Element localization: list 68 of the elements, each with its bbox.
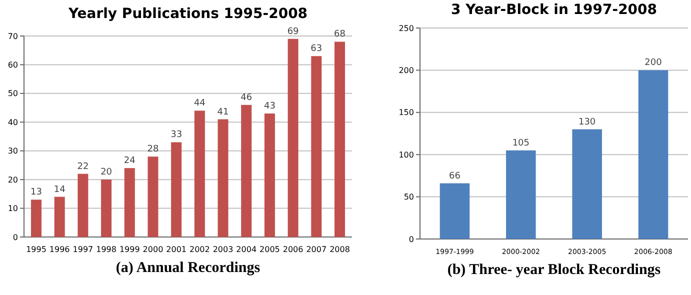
y-tick-label: 10	[8, 204, 18, 214]
data-label: 22	[77, 162, 89, 172]
x-tick-label: 2004	[236, 245, 257, 254]
y-tick-label: 0	[12, 232, 18, 242]
data-label: 43	[264, 102, 276, 112]
text: (a) Annual Recordings	[116, 260, 260, 276]
data-label: 130	[578, 117, 596, 128]
data-label: 14	[54, 184, 66, 195]
data-label: 69	[287, 26, 300, 37]
y-tick-label: 60	[8, 60, 18, 70]
chart-title: 3 Year-Block in 1997-2008	[450, 2, 658, 18]
data-label: 46	[240, 92, 252, 103]
data-label: 68	[334, 30, 346, 40]
y-tick-label: 70	[8, 32, 18, 41]
bar	[638, 70, 668, 239]
bar	[54, 196, 65, 237]
bar	[171, 142, 182, 237]
data-label: 13	[30, 188, 42, 198]
y-tick-label: 50	[404, 192, 414, 202]
y-tick-label: 30	[8, 146, 18, 156]
y-tick-label: 50	[8, 89, 18, 98]
y-tick-label: 100	[398, 150, 414, 160]
data-label: 33	[170, 130, 182, 140]
x-tick-label: 1995	[26, 245, 46, 254]
x-tick-label: 1997	[72, 245, 94, 254]
x-tick-label: 2007	[306, 245, 327, 254]
x-tick-label: 2002	[189, 245, 210, 254]
bar	[148, 156, 158, 237]
x-tick-label: 2005	[260, 245, 280, 254]
data-label: 41	[217, 107, 229, 118]
bar	[506, 150, 536, 239]
bar	[31, 200, 42, 237]
bar	[78, 174, 88, 237]
data-label: 66	[449, 171, 461, 182]
y-tick-label: 0	[408, 234, 414, 244]
bar	[264, 114, 275, 237]
data-label: 105	[512, 138, 530, 148]
data-label: 20	[100, 168, 112, 178]
data-label: 24	[124, 156, 136, 166]
data-label: 44	[194, 98, 206, 109]
y-tick-label: 200	[398, 66, 414, 75]
chart-title: Yearly Publications 1995-2008	[67, 6, 308, 22]
bar	[311, 56, 322, 237]
data-label: 63	[310, 44, 322, 54]
bar	[572, 129, 602, 239]
x-tick-label: 1998	[96, 245, 116, 254]
bar	[194, 110, 205, 237]
y-tick-label: 20	[8, 175, 18, 184]
x-tick-label: 2000	[142, 245, 164, 254]
bar	[101, 180, 112, 237]
x-tick-label: 2001	[166, 245, 187, 254]
bar	[334, 42, 345, 237]
x-tick-label: 2006	[282, 245, 304, 254]
bar	[440, 183, 470, 239]
x-tick-label: 1996	[49, 245, 70, 254]
bar	[124, 168, 135, 237]
data-label: 28	[147, 144, 159, 155]
y-tick-label: 40	[8, 118, 18, 127]
bar	[241, 104, 252, 237]
x-tick-label: 1999	[119, 245, 140, 254]
text: (b) Three- year Block Recordings	[447, 262, 661, 278]
bar	[218, 119, 228, 237]
y-tick-label: 250	[398, 24, 414, 33]
x-tick-label: 2008	[330, 245, 350, 254]
x-tick-label: 2003	[212, 245, 234, 254]
bar	[288, 38, 298, 237]
data-label: 200	[644, 58, 662, 68]
y-tick-label: 150	[398, 108, 414, 118]
